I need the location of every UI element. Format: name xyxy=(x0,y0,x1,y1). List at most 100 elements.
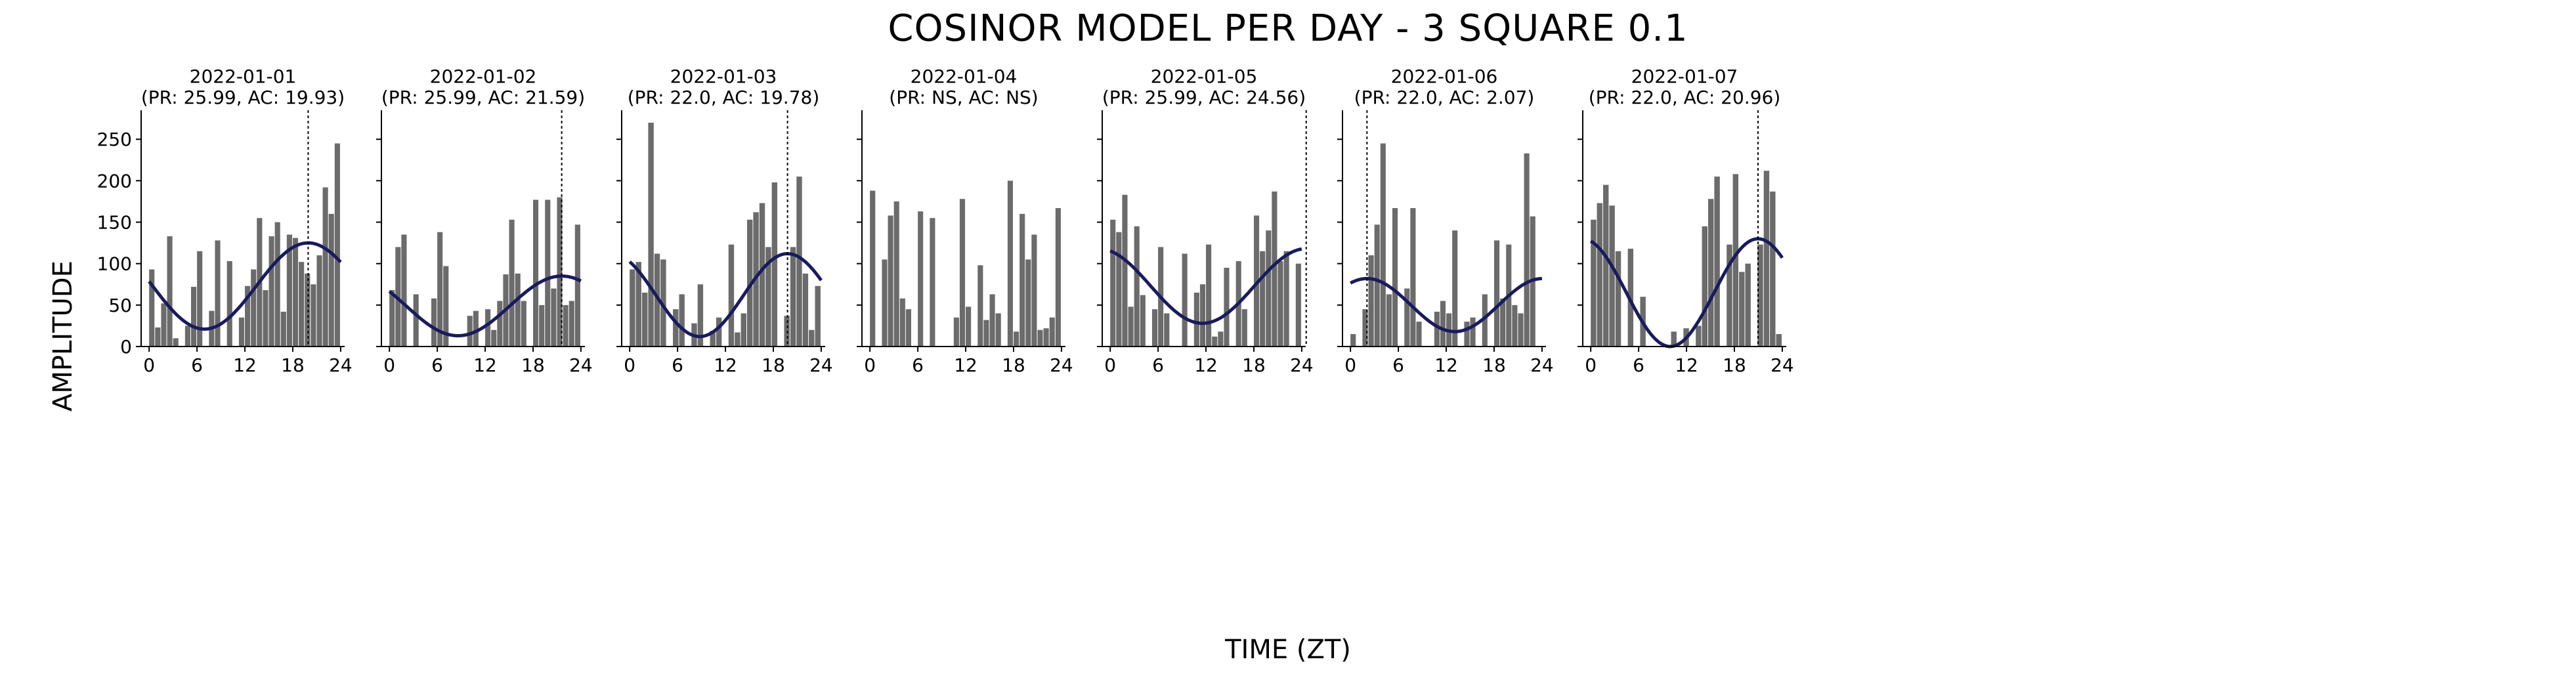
bar xyxy=(1224,268,1230,347)
bar xyxy=(491,329,497,347)
panel-date: 2022-01-06 xyxy=(1391,66,1498,87)
bar xyxy=(1049,317,1055,347)
panel-2022-01-03: 2022-01-03(PR: 22.0, AC: 19.78) 0 6 12 18 24 xyxy=(616,66,833,376)
cosinor-fit-line xyxy=(1109,247,1302,326)
panel-2022-01-01: 2022-01-01(PR: 25.99, AC: 19.93) 0 6 12 18 24… xyxy=(97,66,353,376)
x-tick-label: 18 xyxy=(1723,354,1746,376)
bar xyxy=(1140,295,1146,347)
bar xyxy=(1350,334,1356,347)
x-tick-label: 24 xyxy=(329,354,353,376)
bar xyxy=(1512,305,1518,347)
bar xyxy=(155,327,161,347)
bar xyxy=(1763,171,1770,347)
bar xyxy=(966,306,972,347)
bar xyxy=(557,197,563,347)
panel-parameters: (PR: NS, AC: NS) xyxy=(889,87,1038,108)
bar xyxy=(1671,331,1677,347)
bar xyxy=(977,265,983,347)
y-tick-label: 200 xyxy=(97,170,132,192)
panel-2022-01-04: 2022-01-04(PR: NS, AC: NS) 0 6 12 18 24 xyxy=(857,66,1073,376)
bar xyxy=(888,215,893,347)
panel-date: 2022-01-05 xyxy=(1151,66,1258,87)
cosinor-fit-line xyxy=(1589,237,1784,348)
x-tick-label: 18 xyxy=(1482,354,1506,376)
x-tick-label: 18 xyxy=(1002,354,1025,376)
bar xyxy=(431,298,437,347)
panel-parameters: (PR: 22.0, AC: 20.96) xyxy=(1589,87,1781,108)
bar xyxy=(1110,219,1116,347)
bar xyxy=(1770,191,1776,347)
bar xyxy=(1116,232,1122,347)
bar xyxy=(1745,263,1751,347)
x-tick-label: 18 xyxy=(762,354,785,376)
bar xyxy=(245,285,251,347)
bar xyxy=(184,326,190,347)
panel-parameters: (PR: 25.99, AC: 24.56) xyxy=(1102,87,1306,108)
bar xyxy=(1757,244,1763,347)
bar xyxy=(673,309,679,347)
bar xyxy=(473,310,479,347)
bar xyxy=(809,329,815,347)
bar xyxy=(759,203,765,347)
bar xyxy=(1602,184,1609,347)
bar xyxy=(1199,284,1206,347)
bar xyxy=(1776,334,1782,347)
bar xyxy=(1591,219,1597,347)
bar xyxy=(1374,224,1380,347)
bar xyxy=(630,269,635,347)
bar xyxy=(322,187,328,347)
x-tick-label: 24 xyxy=(1050,354,1073,376)
bar xyxy=(551,288,557,347)
bar xyxy=(274,222,280,347)
x-tick-label: 18 xyxy=(281,354,305,376)
bar xyxy=(1696,326,1702,347)
bar xyxy=(574,224,580,347)
bar xyxy=(930,218,935,347)
bar xyxy=(905,309,911,347)
y-tick-label: 150 xyxy=(97,212,132,234)
bar xyxy=(1134,226,1140,347)
bar xyxy=(893,201,899,347)
bar xyxy=(1727,244,1732,347)
bar xyxy=(539,305,545,347)
x-tick-label: 12 xyxy=(1194,354,1218,376)
bar xyxy=(1025,259,1031,347)
bar xyxy=(1482,294,1488,347)
bar xyxy=(790,247,796,347)
bar xyxy=(1386,294,1392,347)
x-tick-label: 0 xyxy=(143,354,155,376)
x-tick-label: 12 xyxy=(714,354,737,376)
panel-parameters: (PR: 25.99, AC: 21.59) xyxy=(381,87,585,108)
bar xyxy=(1464,322,1470,347)
bar xyxy=(995,313,1001,347)
bar xyxy=(215,240,221,347)
bar xyxy=(443,266,449,347)
bar xyxy=(299,262,305,347)
x-tick-label: 6 xyxy=(431,354,443,376)
bar xyxy=(1597,203,1602,347)
panel-parameters: (PR: 25.99, AC: 19.93) xyxy=(141,87,345,108)
x-tick-label: 24 xyxy=(1290,354,1314,376)
x-tick-label: 0 xyxy=(624,354,635,376)
bar xyxy=(1007,180,1013,347)
bar xyxy=(238,317,245,347)
bar xyxy=(796,177,802,347)
cosinor-fit-line xyxy=(1350,276,1543,333)
bar xyxy=(521,301,526,347)
bar xyxy=(679,294,685,347)
x-tick-label: 0 xyxy=(383,354,395,376)
bar xyxy=(401,234,407,347)
bar xyxy=(1013,331,1020,347)
bar xyxy=(735,332,741,347)
x-tick-label: 12 xyxy=(954,354,977,376)
x-tick-label: 12 xyxy=(1675,354,1698,376)
bar xyxy=(311,284,316,347)
bar xyxy=(1362,309,1368,347)
bar xyxy=(802,273,809,347)
bar xyxy=(190,287,197,347)
bar xyxy=(1055,208,1061,347)
bar xyxy=(1524,153,1530,347)
bar xyxy=(149,269,155,347)
bar xyxy=(1043,328,1049,347)
